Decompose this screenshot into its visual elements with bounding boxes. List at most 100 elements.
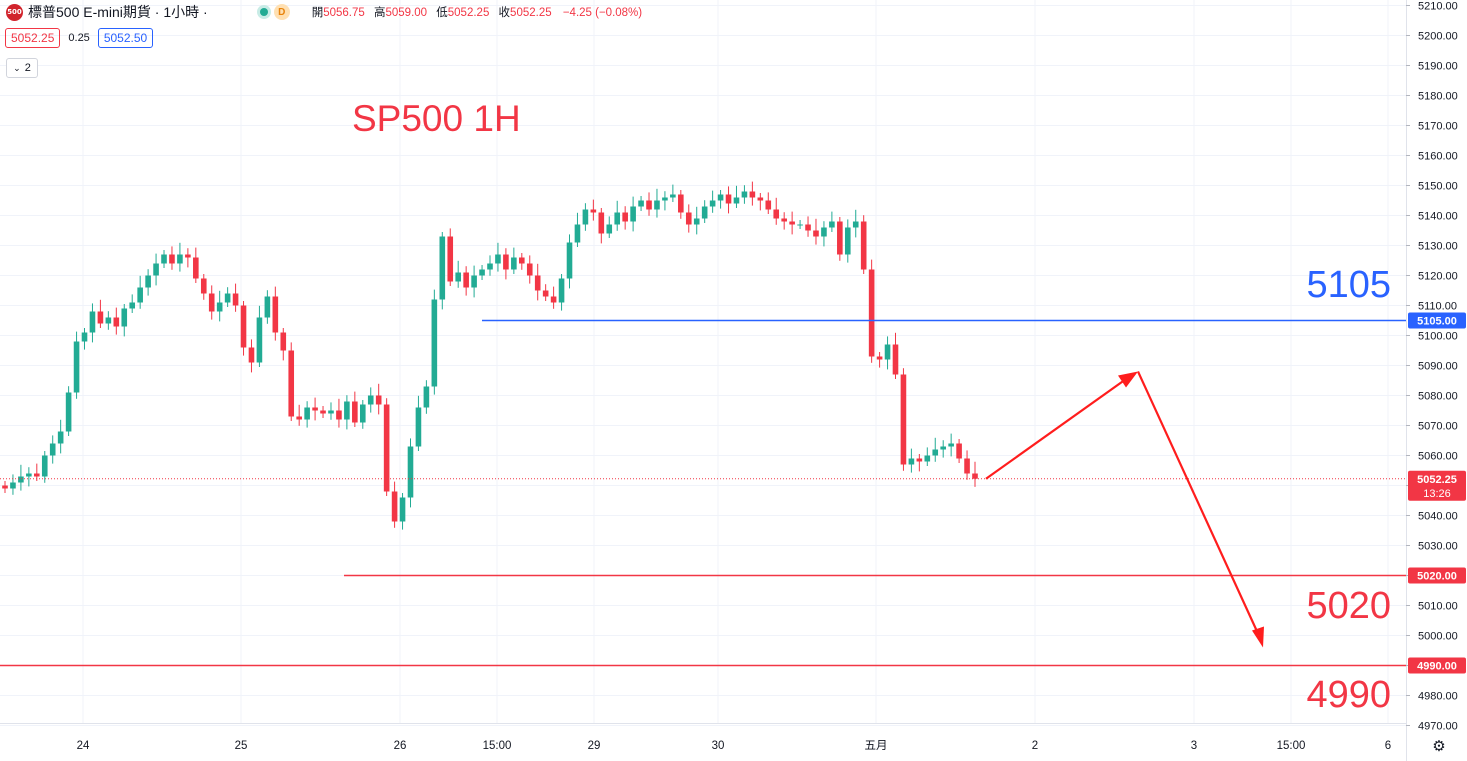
candle-body	[479, 269, 485, 276]
candle-body	[18, 476, 24, 483]
y-tick-label-17: 5140.00	[1418, 211, 1458, 223]
candle-body	[232, 293, 239, 306]
candle-body	[701, 206, 708, 219]
candle-body	[415, 407, 422, 447]
candle-body	[455, 272, 461, 282]
chevron-down-icon: ⌄	[13, 62, 21, 73]
candle-body	[65, 392, 72, 432]
symbol-title[interactable]: 標普500 E-mini期貨 · 1小時 ·	[28, 4, 208, 20]
annotation-5020: 5020	[1306, 585, 1391, 627]
quote-row: 5052.25 0.25 5052.50	[5, 28, 154, 48]
indicators-toggle-button[interactable]: ⌄ 2	[6, 58, 38, 78]
candle-body	[813, 230, 819, 237]
candle-body	[193, 257, 199, 279]
candle-body	[471, 275, 477, 288]
candle-body	[630, 206, 636, 222]
candle-body	[447, 236, 454, 282]
candle-body	[487, 263, 493, 270]
chart-header: 500 標普500 E-mini期貨 · 1小時 · D 開5056.75 高5…	[6, 3, 642, 21]
y-tick-label-15: 5120.00	[1418, 271, 1458, 283]
candle-body	[320, 410, 326, 414]
candle-body	[89, 311, 96, 333]
candle-body	[137, 287, 143, 303]
y-tick-label-9: 5060.00	[1418, 451, 1458, 463]
candle-body	[876, 356, 883, 360]
candle-body	[240, 305, 247, 348]
level-label-bg-5020	[1408, 567, 1466, 584]
candle-body	[177, 254, 183, 264]
high-value: 5059.00	[385, 7, 428, 19]
y-tick-label-12: 5090.00	[1418, 361, 1458, 373]
candle-body	[654, 200, 660, 210]
candle-body	[622, 212, 628, 222]
candle-body	[582, 209, 589, 225]
annotation-5105: 5105	[1306, 264, 1391, 306]
close-label: 收	[498, 7, 511, 19]
candle-body	[765, 200, 772, 210]
candle-body	[97, 311, 104, 324]
candle-body	[852, 221, 859, 228]
y-tick-label-22: 5190.00	[1418, 61, 1458, 73]
candle-body	[725, 194, 732, 204]
gear-icon[interactable]: ⚙	[1432, 738, 1446, 755]
candle-body	[57, 431, 64, 444]
x-tick-label-5: 30	[712, 740, 725, 752]
bar-countdown-label: 13:26	[1423, 488, 1451, 500]
candle-body	[336, 410, 342, 420]
high-label: 高	[373, 7, 386, 19]
candle-body	[344, 401, 350, 420]
candle-body	[829, 221, 835, 228]
forecast-arrow-up-head	[1118, 371, 1138, 388]
candle-body	[892, 344, 899, 375]
candle-body	[359, 404, 366, 423]
candle-body	[646, 200, 652, 210]
y-tick-label-24: 5210.00	[1418, 1, 1458, 13]
candle-body	[304, 407, 310, 420]
buy-button[interactable]: 5052.50	[97, 28, 154, 48]
candle-body	[352, 401, 358, 423]
candle-body	[216, 302, 223, 312]
open-value: 5056.75	[323, 7, 365, 19]
candle-body	[900, 374, 907, 465]
candle-body	[367, 395, 374, 405]
candle-body	[200, 278, 207, 294]
y-tick-label-21: 5180.00	[1418, 91, 1458, 103]
indicators-count: 2	[24, 62, 31, 74]
x-tick-label-4: 29	[588, 740, 601, 752]
candle-body	[757, 197, 764, 201]
y-tick-label-18: 5150.00	[1418, 181, 1458, 193]
symbol-logo-icon[interactable]: 500	[6, 3, 23, 21]
candle-body	[916, 458, 923, 462]
level-label-5020: 5020.00	[1417, 571, 1457, 583]
y-tick-label-16: 5130.00	[1418, 241, 1458, 253]
candle-body	[558, 278, 565, 303]
open-label: 開	[311, 7, 324, 19]
chart-title: SP500 1H	[352, 98, 521, 139]
candle-body	[685, 212, 692, 225]
candle-body	[940, 446, 946, 450]
y-tick-label-4: 5010.00	[1418, 601, 1458, 613]
candle-body	[81, 332, 88, 342]
candle-body	[526, 263, 533, 276]
candle-body	[375, 395, 382, 405]
candle-body	[638, 200, 644, 207]
delayed-data-badge[interactable]: D	[273, 4, 290, 20]
last-price-label: 5052.25	[1417, 474, 1457, 486]
candle-body	[208, 293, 215, 312]
candle-body	[542, 290, 549, 297]
candle-body	[574, 224, 581, 243]
candle-body	[797, 224, 803, 226]
forecast-arrow-down	[1136, 371, 1260, 634]
candle-body	[717, 194, 724, 201]
candle-body	[741, 191, 748, 198]
candle-body	[709, 200, 716, 207]
x-tick-label-9: 15:00	[1277, 740, 1306, 752]
candle-body	[256, 317, 263, 363]
candle-body	[550, 296, 557, 303]
spread-value: 0.25	[68, 32, 90, 44]
sell-button[interactable]: 5052.25	[5, 28, 61, 48]
candle-body	[280, 332, 287, 351]
candle-body	[399, 497, 406, 522]
candle-body	[121, 308, 128, 327]
